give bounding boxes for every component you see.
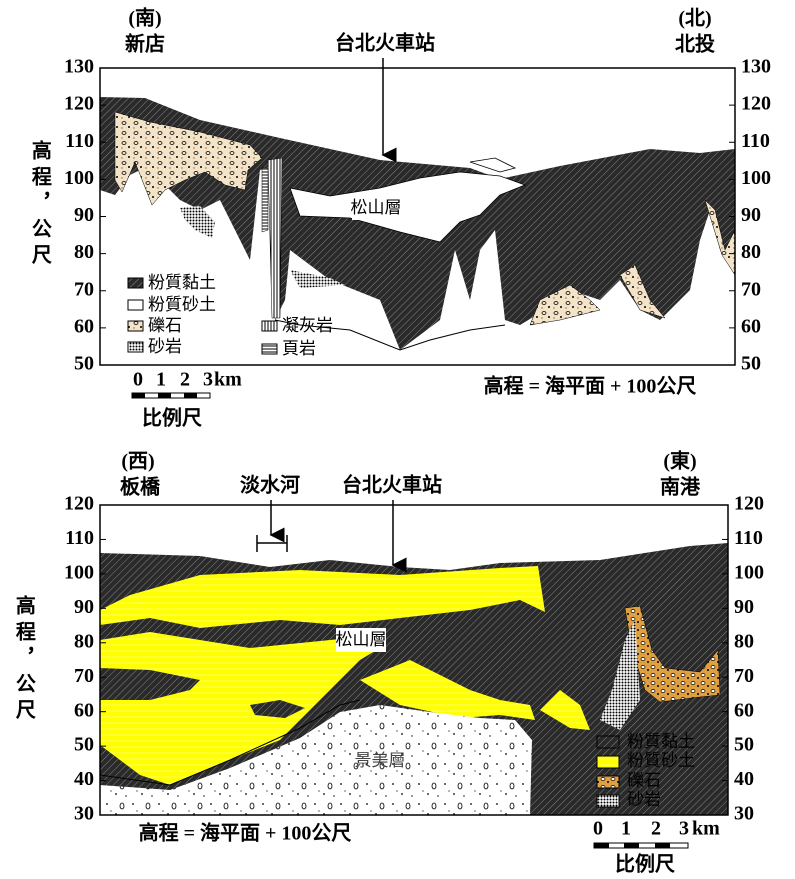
scale-tick-label: 3 [679, 818, 689, 840]
y-tick-label: 30 [74, 803, 94, 825]
y-tick-label: 120 [64, 93, 94, 115]
y-tick-label: 130 [64, 56, 94, 78]
y-tick-label: 60 [734, 699, 754, 721]
cross-sections: (南) 新店 (北) 北投 台北火車站 高程，公尺 松山層 粉質黏土 粉質砂土 … [0, 0, 795, 879]
elevation-note: 高程 = 海平面 + 100公尺 [139, 821, 352, 845]
scale-tick-label: 1 [156, 369, 166, 391]
y-tick-label: 50 [741, 353, 761, 375]
y-tick-label: 60 [741, 315, 761, 337]
scale-unit: km [692, 818, 720, 840]
y-tick-label: 100 [64, 561, 94, 583]
direction-label: (南) [128, 7, 161, 30]
y-tick-label: 80 [74, 241, 94, 263]
legend-label: 砂岩 [148, 337, 182, 356]
y-tick-label: 50 [74, 353, 94, 375]
y-tick-label: 30 [734, 803, 754, 825]
scale-bar-segment [158, 393, 171, 398]
scale-unit: km [214, 369, 242, 391]
scale-bar: 比例尺 [132, 393, 210, 430]
scale-tick-label: 0 [593, 818, 603, 840]
scale-tick-label: 2 [651, 818, 661, 840]
legend-swatch [128, 278, 143, 288]
scale-label: 比例尺 [615, 852, 675, 876]
legend-swatch [597, 756, 619, 768]
scale-bar-segment [655, 843, 670, 848]
y-tick-label: 90 [734, 596, 754, 618]
station-label: 台北火車站 [342, 473, 442, 497]
scale-bar: 比例尺 [594, 843, 688, 876]
y-tick-label: 90 [74, 596, 94, 618]
legend-swatch [262, 321, 277, 331]
scale-bar-segment [132, 393, 145, 398]
elevation-note: 高程 = 海平面 + 100公尺 [484, 374, 697, 398]
legend-swatch [597, 795, 619, 807]
legend-label: 粉質黏土 [627, 732, 695, 751]
y-tick-label: 70 [741, 278, 761, 300]
legend-label: 粉質砂土 [627, 751, 695, 770]
formation-label: 景美層 [355, 751, 406, 770]
river-bracket [257, 535, 287, 552]
legend-label: 凝灰岩 [282, 316, 333, 335]
y-tick-label: 110 [741, 130, 770, 152]
scale-label: 比例尺 [142, 406, 202, 430]
place-label: 板橋 [120, 475, 161, 499]
legend-label: 砂岩 [627, 790, 661, 809]
station-label: 台北火車站 [335, 31, 435, 55]
y-tick-label: 50 [734, 734, 754, 756]
y-tick-label: 60 [74, 699, 94, 721]
axis-title: 高程，公尺 [28, 139, 51, 270]
scale-tick-label: 0 [133, 369, 143, 391]
legend-swatch [597, 736, 619, 748]
scale-tick-label: 2 [180, 369, 190, 391]
river-label: 淡水河 [240, 474, 300, 497]
legend-swatch [597, 776, 619, 788]
y-tick-label: 90 [741, 204, 761, 226]
y-tick-label: 110 [734, 527, 763, 549]
scale-tick-label: 1 [621, 818, 631, 840]
legend-swatch [128, 321, 143, 331]
y-tick-label: 60 [74, 315, 94, 337]
y-tick-label: 120 [741, 93, 771, 115]
y-tick-label: 40 [74, 768, 94, 790]
legend-swatch [262, 344, 277, 354]
y-tick-label: 120 [734, 493, 764, 515]
place-label: 南港 [660, 475, 701, 499]
y-tick-label: 100 [734, 561, 764, 583]
y-tick-label: 130 [741, 56, 771, 78]
scale-bar-segment [184, 393, 197, 398]
scale-tick-label: 3 [203, 369, 213, 391]
direction-label: (北) [678, 7, 711, 30]
y-tick-label: 70 [74, 278, 94, 300]
scale-bar-segment [594, 843, 609, 848]
y-tick-label: 50 [74, 734, 94, 756]
scale-bar-segment [624, 843, 639, 848]
y-tick-label: 80 [734, 630, 754, 652]
y-tick-label: 80 [741, 241, 761, 263]
legend-label: 粉質黏土 [148, 273, 216, 292]
y-tick-label: 110 [65, 527, 94, 549]
place-label: 新店 [125, 32, 165, 56]
y-tick-label: 120 [64, 493, 94, 515]
y-tick-label: 40 [734, 768, 754, 790]
place-label: 北投 [675, 32, 715, 56]
legend-label: 礫石 [627, 771, 661, 790]
y-tick-label: 70 [734, 665, 754, 687]
legend-label: 粉質砂土 [148, 295, 216, 314]
legend-swatch [128, 342, 143, 352]
y-tick-label: 100 [741, 167, 771, 189]
formation-label: 松山層 [351, 198, 402, 217]
legend-label: 礫石 [148, 316, 182, 335]
y-tick-label: 100 [64, 167, 94, 189]
y-tick-label: 90 [74, 204, 94, 226]
y-tick-label: 110 [65, 130, 94, 152]
direction-label: (東) [663, 450, 696, 473]
y-tick-label: 80 [74, 630, 94, 652]
legend-swatch [128, 300, 143, 310]
formation-label: 松山層 [336, 630, 387, 649]
direction-label: (西) [121, 451, 154, 473]
y-tick-label: 70 [74, 665, 94, 687]
legend-label: 頁岩 [282, 339, 316, 358]
axis-title: 高程，公尺 [12, 594, 35, 725]
